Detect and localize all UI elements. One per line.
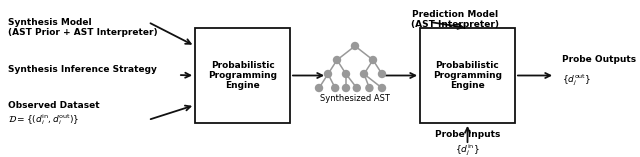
- Text: $\mathcal{D} = \{(d_i^{\mathrm{in}}, d_i^{\mathrm{out}})\}$: $\mathcal{D} = \{(d_i^{\mathrm{in}}, d_i…: [8, 113, 79, 127]
- Text: Synthesized AST: Synthesized AST: [320, 94, 390, 103]
- Circle shape: [351, 43, 358, 49]
- Text: Probabilistic
Programming
Engine: Probabilistic Programming Engine: [433, 61, 502, 90]
- Bar: [420, 28, 515, 123]
- Circle shape: [369, 57, 376, 63]
- Circle shape: [342, 70, 349, 78]
- Circle shape: [366, 84, 373, 92]
- Bar: [195, 28, 290, 123]
- Text: Probe Inputs: Probe Inputs: [435, 130, 500, 139]
- Circle shape: [342, 84, 349, 92]
- Circle shape: [378, 70, 385, 78]
- Circle shape: [378, 84, 385, 92]
- Text: Probe Outputs: Probe Outputs: [562, 56, 636, 65]
- Circle shape: [360, 70, 367, 78]
- Text: Prediction Model
(AST Interpreter): Prediction Model (AST Interpreter): [411, 10, 499, 29]
- Text: Synthesis Model
(AST Prior + AST Interpreter): Synthesis Model (AST Prior + AST Interpr…: [8, 18, 157, 37]
- Circle shape: [333, 57, 340, 63]
- Text: Probabilistic
Programming
Engine: Probabilistic Programming Engine: [208, 61, 277, 90]
- Text: Synthesis Inference Strategy: Synthesis Inference Strategy: [8, 65, 157, 75]
- Circle shape: [316, 84, 323, 92]
- Circle shape: [353, 84, 360, 92]
- Text: $\{d_j^{\mathrm{out}}\}$: $\{d_j^{\mathrm{out}}\}$: [562, 72, 591, 88]
- Text: Observed Dataset: Observed Dataset: [8, 100, 100, 109]
- Circle shape: [332, 84, 339, 92]
- Circle shape: [324, 70, 332, 78]
- Text: $\{d_j^{\mathrm{in}}\}$: $\{d_j^{\mathrm{in}}\}$: [455, 142, 480, 157]
